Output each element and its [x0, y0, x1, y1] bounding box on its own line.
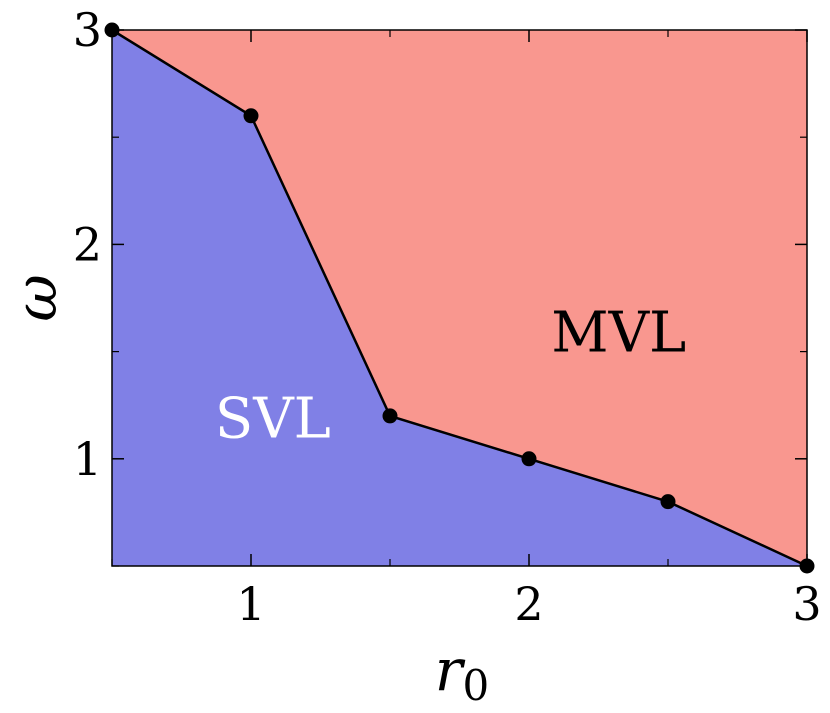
plot-frame [111, 29, 808, 567]
boundary-point [521, 451, 537, 467]
mvl-region-label: MVL [551, 301, 686, 366]
svl-region [112, 30, 807, 566]
boundary-point [382, 408, 398, 424]
svl-region-label: SVL [215, 386, 331, 451]
x-tick-label: 3 [792, 577, 821, 631]
y-tick-label: 2 [73, 217, 102, 271]
boundary-point [243, 108, 259, 124]
y-tick-label: 1 [73, 432, 102, 486]
mvl-region [112, 30, 807, 566]
x-tick-label: 1 [236, 577, 265, 631]
phase-boundary-line [111, 28, 808, 568]
x-axis-label: r0 [435, 636, 489, 708]
plot-area: SVL MVL [104, 22, 815, 574]
axes: 1 2 3 1 2 3 [73, 3, 822, 631]
y-tick-label: 3 [73, 3, 102, 57]
y-axis-label: ω [2, 274, 70, 321]
boundary-point [660, 494, 676, 510]
x-tick-label: 2 [514, 577, 543, 631]
